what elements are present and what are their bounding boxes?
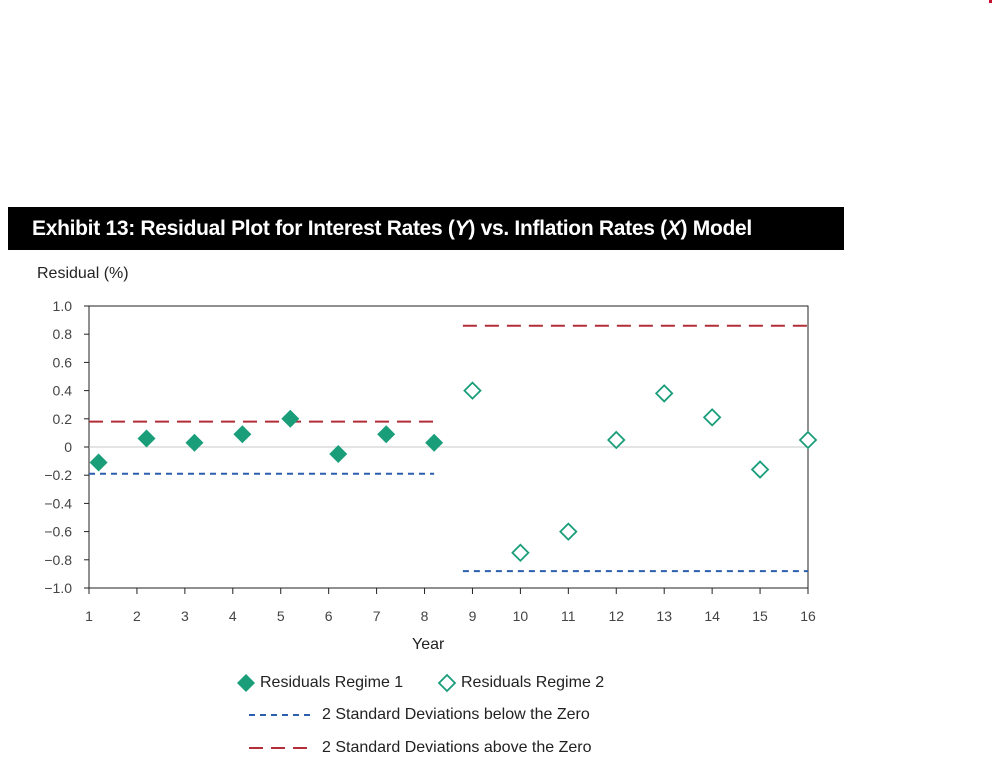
x-tick-label: 5 <box>277 608 285 624</box>
regime1-point <box>233 425 252 444</box>
regime1-point <box>377 425 396 444</box>
legend-regime2-label: Residuals Regime 2 <box>461 674 605 691</box>
y-tick-label: 0.4 <box>53 383 73 399</box>
regime1-point <box>329 445 348 464</box>
x-tick-label: 13 <box>656 608 672 624</box>
regime2-point <box>750 460 770 479</box>
legend-regime1-label: Residuals Regime 1 <box>260 674 404 691</box>
regime1-point <box>425 433 444 452</box>
legend-below-label: 2 Standard Deviations below the Zero <box>322 706 590 723</box>
y-tick-label: 0.6 <box>53 354 73 370</box>
long-dash-icon <box>249 747 314 749</box>
short-dash-icon <box>249 714 314 716</box>
regime2-point <box>463 381 482 400</box>
filled-diamond-icon <box>237 674 255 692</box>
x-tick-label: 14 <box>704 608 720 624</box>
regime1-point <box>89 453 108 472</box>
legend-regime2: Residuals Regime 2 <box>437 673 604 693</box>
y-tick-label: 1.0 <box>53 298 73 314</box>
title-mid: ) vs. Inflation Rates ( <box>468 216 667 240</box>
x-axis-label: Year <box>412 636 445 653</box>
y-tick-label: 0 <box>64 439 72 455</box>
title-prefix: Exhibit 13: Residual Plot for Interest R… <box>32 216 455 240</box>
y-tick-label: −0.2 <box>44 467 72 483</box>
chart-title: Exhibit 13: Residual Plot for Interest R… <box>32 217 752 241</box>
regime1-point <box>281 409 300 428</box>
corner-marker <box>989 0 992 3</box>
y-tick-label: −0.4 <box>44 495 72 511</box>
y-tick-label: 0.2 <box>53 411 73 427</box>
title-y-var: Y <box>454 216 469 240</box>
title-suffix: ) Model <box>680 216 753 240</box>
regime2-point <box>702 408 722 427</box>
exhibit-banner: Exhibit 13: Residual Plot for Interest R… <box>8 207 844 250</box>
legend-above-label: 2 Standard Deviations above the Zero <box>322 739 592 756</box>
regime2-point <box>559 522 578 541</box>
regime2-point <box>798 430 818 450</box>
y-tick-label: −1.0 <box>44 580 72 596</box>
y-tick-label: −0.8 <box>44 552 72 568</box>
regime2-point <box>511 543 530 563</box>
y-axis-label: Residual (%) <box>37 265 129 282</box>
title-x-var: X <box>666 216 681 240</box>
x-tick-label: 8 <box>421 608 429 624</box>
legend-below-line: 2 Standard Deviations below the Zero <box>248 705 590 725</box>
regime2-point <box>654 384 674 403</box>
x-tick-label: 15 <box>752 608 768 624</box>
y-tick-label: −0.6 <box>44 524 72 540</box>
regime2-point <box>606 430 626 450</box>
y-tick-label: 0.8 <box>53 326 73 342</box>
x-tick-label: 4 <box>229 608 237 624</box>
x-tick-label: 6 <box>325 608 333 624</box>
x-tick-label: 1 <box>85 608 93 624</box>
x-tick-label: 16 <box>800 608 816 624</box>
legend-above-line: 2 Standard Deviations above the Zero <box>248 738 592 758</box>
regime1-point <box>137 429 156 448</box>
x-tick-label: 12 <box>608 608 624 624</box>
x-tick-label: 11 <box>561 608 576 624</box>
x-tick-label: 7 <box>373 608 381 624</box>
x-tick-label: 3 <box>181 608 189 624</box>
legend-regime1: Residuals Regime 1 <box>236 673 403 693</box>
hollow-diamond-icon <box>437 673 457 693</box>
x-tick-label: 10 <box>513 608 529 624</box>
regime1-point <box>185 433 204 452</box>
x-tick-label: 2 <box>133 608 141 624</box>
x-tick-label: 9 <box>469 608 477 624</box>
